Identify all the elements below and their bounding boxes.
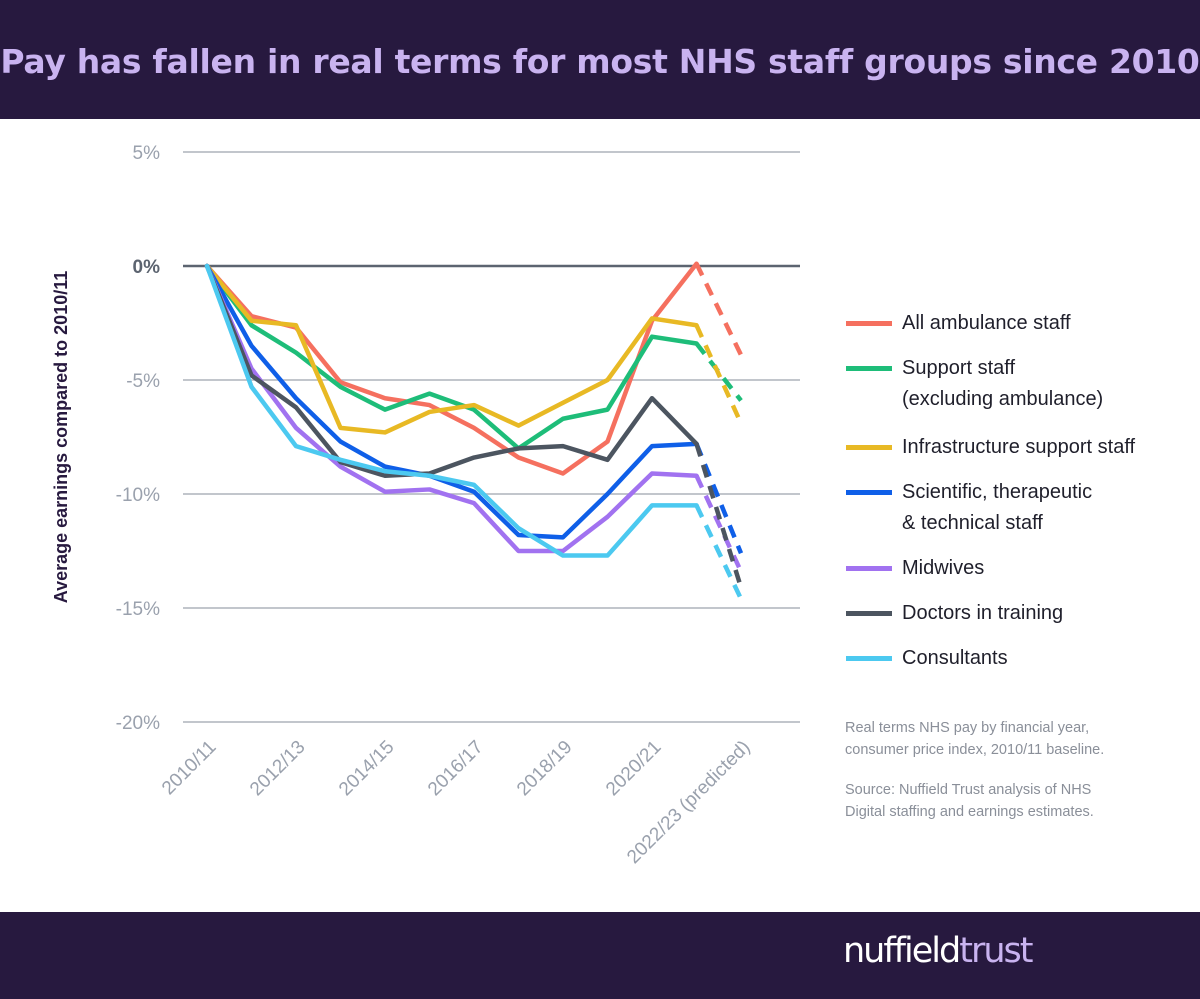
legend-swatch — [846, 490, 892, 495]
series-predicted-line — [694, 442, 744, 555]
legend-label: Doctors in training — [902, 602, 1064, 624]
series-predicted-line — [694, 342, 743, 402]
y-axis-label: Average earnings compared to 2010/11 — [51, 271, 71, 604]
series-line — [204, 263, 699, 435]
series-predicted-line — [694, 443, 744, 589]
y-tick-label: -5% — [126, 371, 160, 392]
legend-swatch — [846, 445, 892, 450]
x-tick-label: 2010/11 — [158, 737, 220, 799]
y-tick-label: 0% — [133, 257, 161, 278]
series-line — [204, 263, 699, 554]
legend-swatch — [846, 366, 892, 371]
series-predicted-line — [694, 474, 744, 573]
x-tick-label: 2012/13 — [246, 737, 309, 800]
legend-label: Support staff (excluding ambulance) — [902, 357, 1104, 410]
series-line — [204, 263, 699, 540]
x-tick-label: 2018/19 — [513, 737, 576, 800]
x-tick-label: 2016/17 — [424, 737, 487, 800]
series-line — [204, 263, 699, 558]
legend-label: Midwives — [902, 557, 985, 579]
y-tick-label: 5% — [133, 143, 161, 164]
legend-label: Scientific, therapeutic & technical staf… — [902, 481, 1093, 534]
series-predicted-line — [694, 262, 744, 356]
legend-swatch — [846, 656, 892, 661]
nuffield-trust-logo: nuffieldtrust — [843, 928, 1033, 974]
legend-label: Consultants — [902, 647, 1008, 669]
y-tick-label: -15% — [116, 599, 160, 620]
footer-bar — [0, 912, 1200, 999]
method-note: Real terms NHS pay by financial year, co… — [845, 720, 1105, 758]
x-tick-label: 2020/21 — [602, 737, 665, 800]
y-tick-label: -10% — [116, 485, 160, 506]
series-predicted-line — [694, 504, 744, 600]
legend-label: Infrastructure support staff — [902, 436, 1136, 458]
header-bar — [0, 0, 1200, 119]
series-predicted-line — [694, 324, 744, 425]
y-tick-label: -20% — [116, 713, 160, 734]
legend-swatch — [846, 321, 892, 326]
x-tick-label: 2014/15 — [335, 737, 398, 800]
logo-text-trust: trust — [959, 931, 1033, 971]
chart-title: Pay has fallen in real terms for most NH… — [0, 42, 1200, 81]
source-note: Source: Nuffield Trust analysis of NHS D… — [845, 782, 1094, 820]
legend-swatch — [846, 611, 892, 616]
line-chart: 5% 0% -5% -10% -15% -20% Average earnings comp… — [51, 143, 800, 868]
series-line — [204, 263, 699, 451]
legend-swatch — [846, 566, 892, 571]
logo-text-nuffield: nuffield — [843, 931, 961, 971]
legend-label: All ambulance staff — [902, 312, 1071, 334]
series-line — [204, 263, 699, 479]
